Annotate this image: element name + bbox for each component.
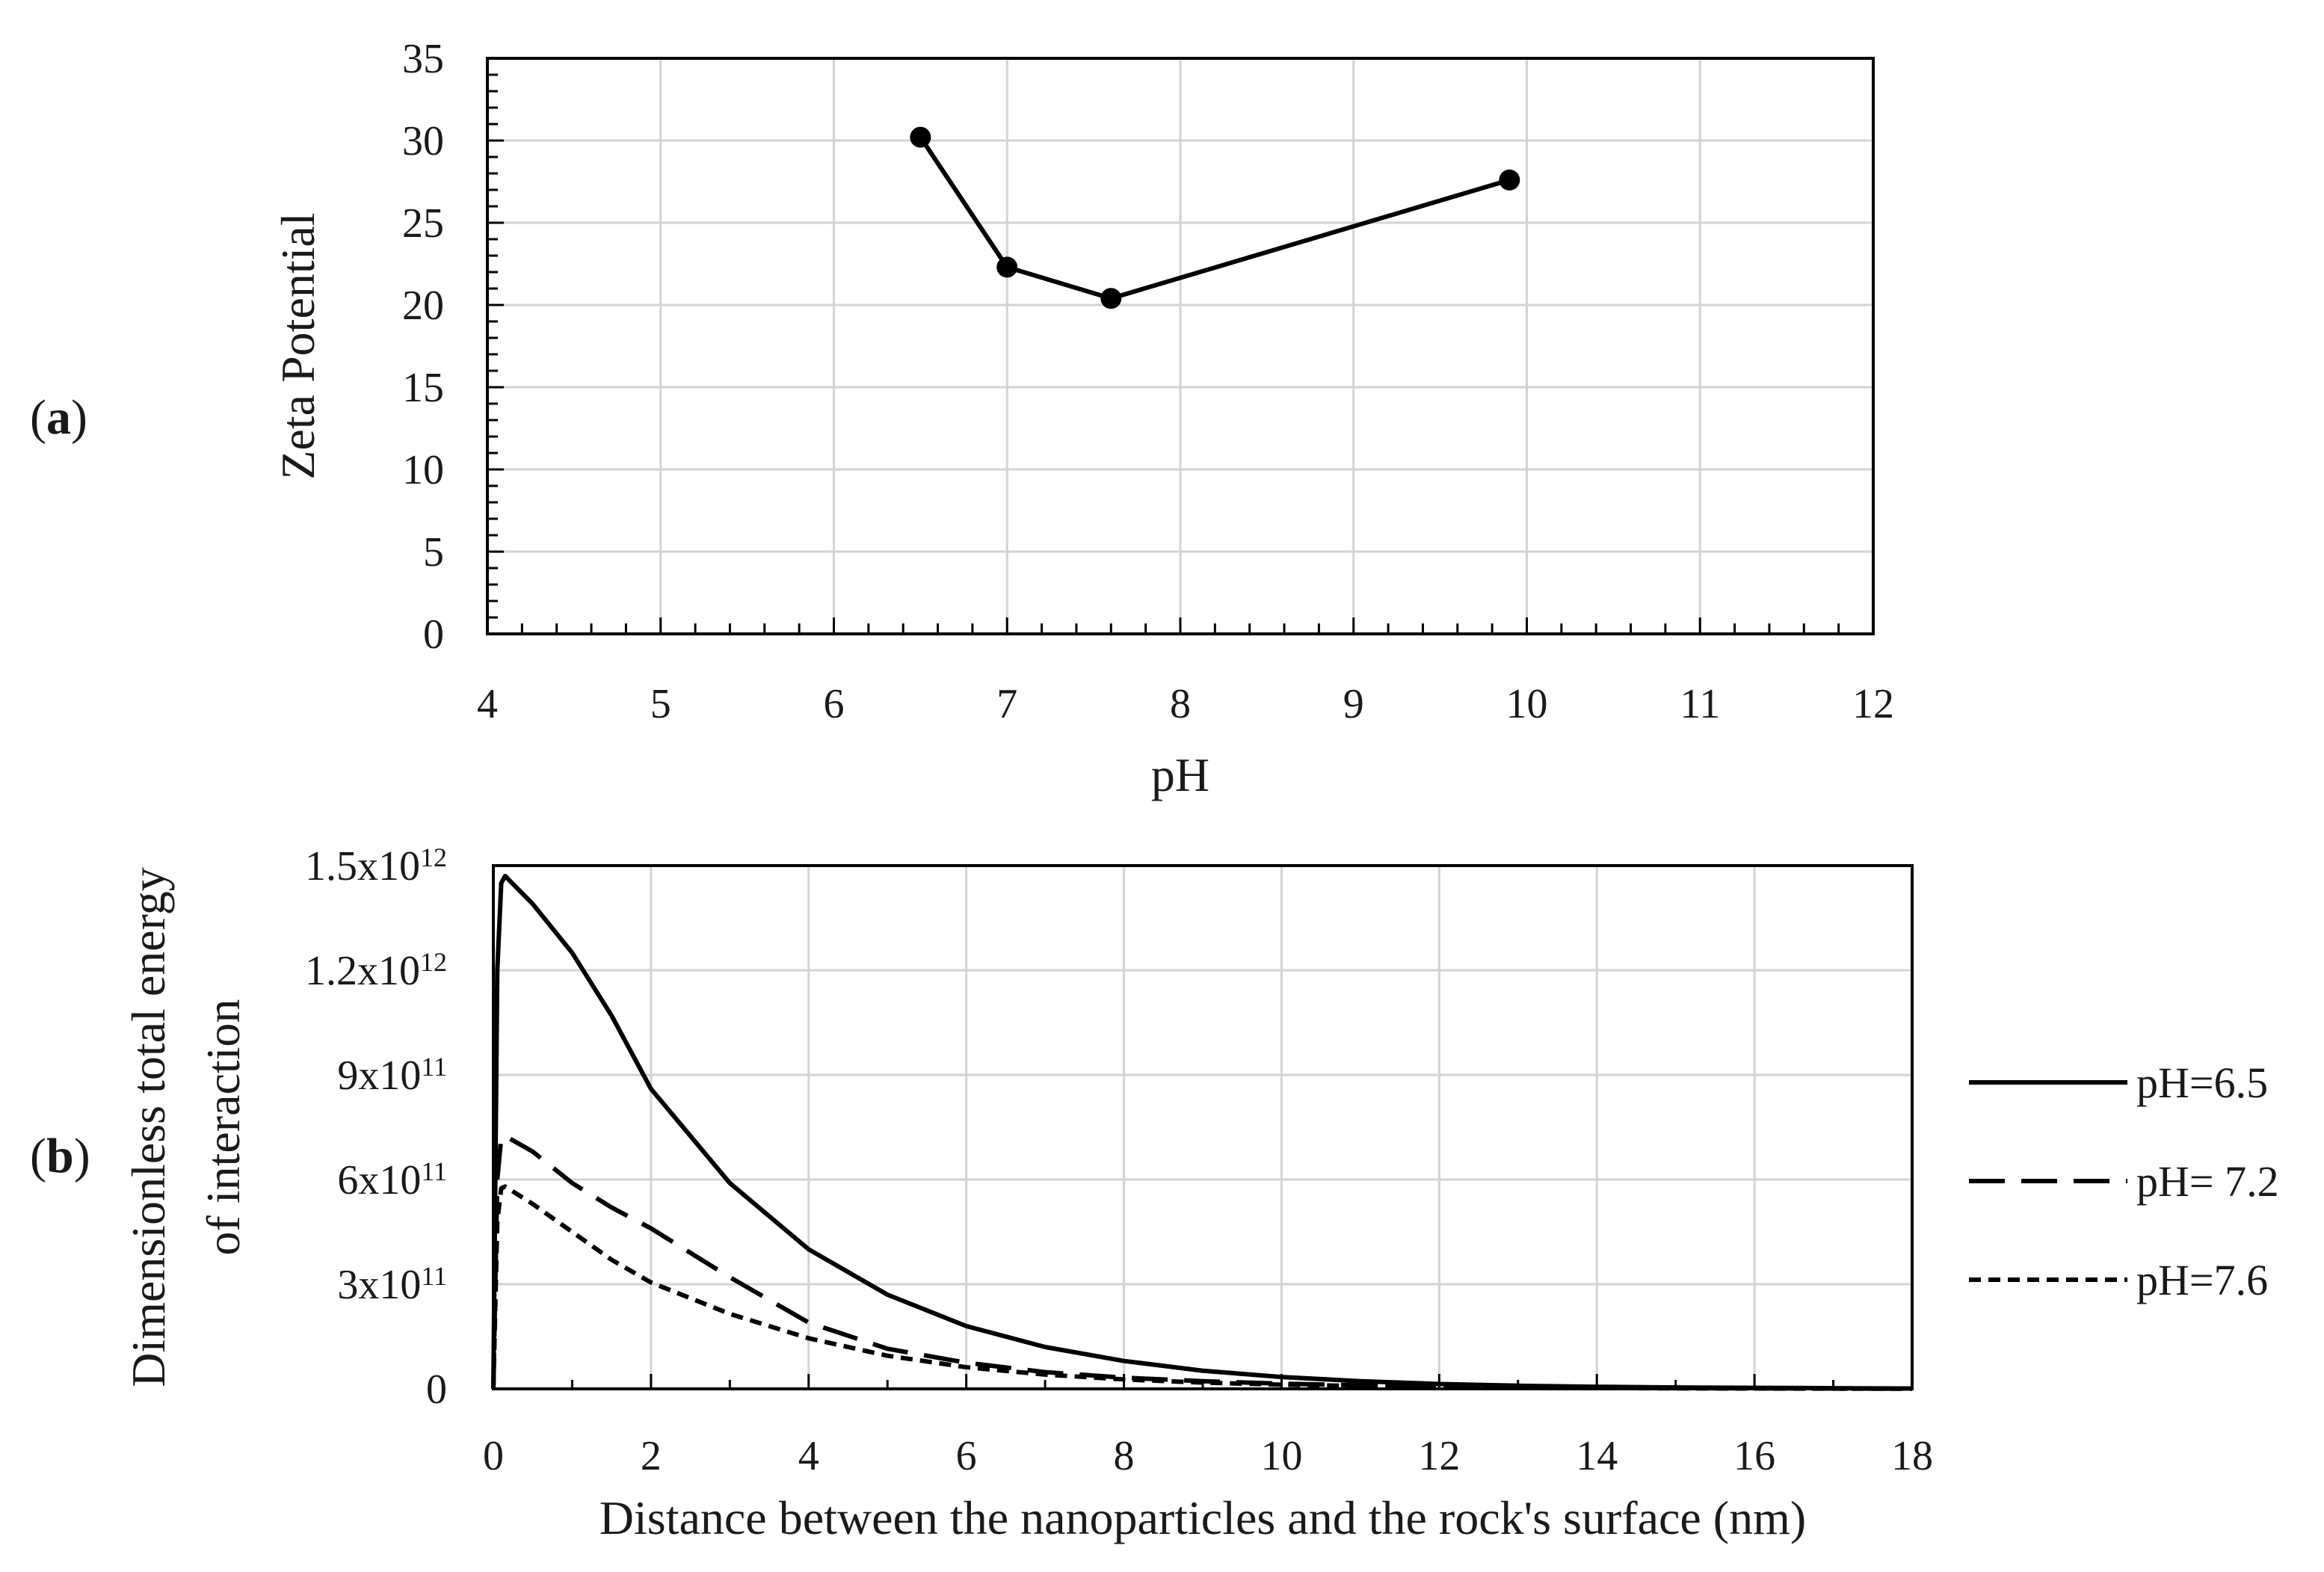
data-point	[996, 256, 1018, 278]
y-tick-base: 6x10	[337, 1157, 421, 1203]
y-tick-label: 25	[402, 200, 444, 247]
legend-label: pH=6.5	[2136, 1058, 2268, 1107]
x-tick-label: 9	[1343, 681, 1364, 727]
x-tick-label: 8	[1114, 1433, 1135, 1479]
y-tick-label: 1.2x1012	[305, 947, 447, 994]
y-tick-exponent: 11	[421, 1261, 447, 1291]
x-tick-label: 8	[1170, 681, 1191, 727]
data-point	[1100, 288, 1122, 309]
panel-label-a: (a)	[30, 390, 87, 445]
y-tick-label: 10	[402, 447, 444, 493]
y-tick-label: 0	[423, 611, 444, 658]
legend-label: pH=7.6	[2136, 1256, 2268, 1304]
x-tick-label: 2	[641, 1433, 662, 1479]
data-point	[910, 126, 931, 148]
x-tick-label: 18	[1891, 1433, 1933, 1479]
y-tick-base: 3x10	[337, 1262, 421, 1308]
x-tick-label: 6	[956, 1433, 977, 1479]
y-tick-base: 1.5x10	[305, 843, 420, 890]
y-axis-title-line-2: of interaction	[197, 999, 250, 1256]
x-tick-label: 14	[1576, 1433, 1618, 1479]
plot-frame	[492, 864, 1914, 1390]
y-tick-label: 3x1011	[337, 1261, 447, 1308]
x-tick-label: 12	[1418, 1433, 1460, 1479]
y-tick-exponent: 12	[420, 947, 447, 977]
x-axis-title: Distance between the nanoparticles and t…	[600, 1491, 1806, 1544]
y-tick-label: 30	[402, 118, 444, 164]
x-axis-title: pH	[1151, 748, 1209, 801]
y-axis-title: Zeta Potential	[271, 212, 324, 479]
y-tick-base: 0	[426, 1366, 447, 1413]
y-tick-exponent: 11	[421, 1052, 447, 1082]
y-tick-base: 1.2x10	[305, 948, 420, 994]
y-axis-title-line-1: Dimensionless total energy	[122, 867, 175, 1387]
chart-b: 0 2 4 6 8 10 12 14 16 1803x10116x10119x10111.2x10…	[122, 842, 2279, 1544]
series-line-dotted	[491, 1184, 1913, 1391]
chart-a: 4 5 6 7 8 9 10 11 12 0 5 10 15 20 25 30 35 pH Zeta Potenti…	[271, 36, 1894, 801]
y-tick-label: 5	[423, 529, 444, 576]
x-tick-label: 0	[483, 1433, 504, 1479]
y-tick-label: 20	[402, 283, 444, 329]
y-tick-label: 35	[402, 36, 444, 82]
x-tick-label: 11	[1680, 681, 1720, 727]
x-tick-label: 6	[824, 681, 845, 727]
data-point	[1499, 169, 1520, 191]
x-tick-label: 7	[996, 681, 1017, 727]
legend-label: pH= 7.2	[2136, 1157, 2279, 1206]
y-tick-exponent: 11	[421, 1156, 447, 1186]
series-line-solid	[491, 874, 1913, 1391]
panel-label-b: (b)	[30, 1129, 90, 1183]
x-tick-label: 16	[1733, 1433, 1775, 1479]
y-tick-label: 6x1011	[337, 1156, 447, 1203]
y-tick-base: 9x10	[337, 1052, 421, 1099]
x-tick-label: 5	[650, 681, 671, 727]
y-tick-label: 15	[402, 365, 444, 411]
y-tick-label: 1.5x1012	[305, 842, 447, 890]
x-tick-label: 12	[1852, 681, 1894, 727]
series-line-dashed	[491, 1133, 1913, 1391]
y-tick-label: 0	[426, 1366, 447, 1413]
x-tick-label: 4	[798, 1433, 819, 1479]
series-line	[918, 135, 1511, 301]
x-tick-label: 10	[1260, 1433, 1302, 1479]
x-tick-label: 10	[1506, 681, 1548, 727]
x-tick-label: 4	[477, 681, 498, 727]
y-tick-label: 9x1011	[337, 1052, 447, 1099]
y-tick-exponent: 12	[420, 842, 447, 872]
